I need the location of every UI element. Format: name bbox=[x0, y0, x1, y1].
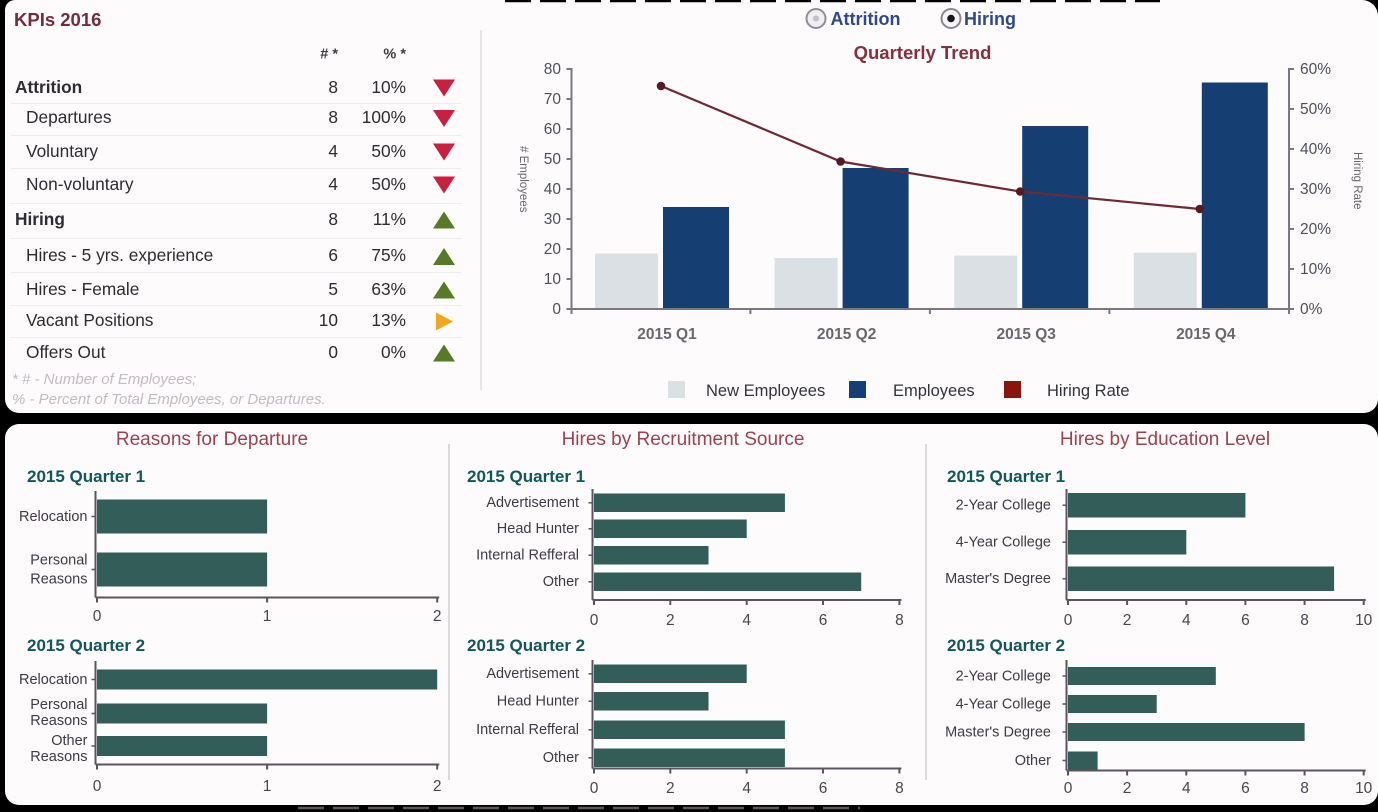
svg-text:Hiring Rate: Hiring Rate bbox=[1047, 382, 1130, 400]
svg-text:2015 Quarter 1: 2015 Quarter 1 bbox=[947, 467, 1065, 486]
svg-text:1: 1 bbox=[263, 778, 272, 795]
svg-text:Quarterly Trend: Quarterly Trend bbox=[854, 42, 992, 63]
svg-text:50%: 50% bbox=[1300, 101, 1331, 118]
svg-text:2-Year College: 2-Year College bbox=[956, 498, 1051, 514]
svg-text:Other: Other bbox=[1015, 753, 1051, 769]
svg-text:2: 2 bbox=[433, 608, 442, 625]
svg-text:70: 70 bbox=[544, 91, 562, 108]
svg-text:2-Year College: 2-Year College bbox=[956, 669, 1051, 685]
svg-text:2: 2 bbox=[433, 778, 442, 795]
svg-text:2015 Q3: 2015 Q3 bbox=[996, 326, 1056, 343]
svg-text:New Employees: New Employees bbox=[706, 382, 825, 400]
svg-text:30: 30 bbox=[544, 211, 562, 228]
svg-text:6: 6 bbox=[1241, 612, 1250, 629]
svg-text:1: 1 bbox=[263, 608, 272, 625]
svg-text:0: 0 bbox=[1064, 780, 1073, 797]
svg-text:8: 8 bbox=[895, 612, 904, 629]
svg-text:40%: 40% bbox=[1300, 141, 1331, 158]
svg-text:4-Year College: 4-Year College bbox=[956, 535, 1051, 551]
svg-text:Reasons: Reasons bbox=[30, 572, 87, 588]
svg-text:Hiring Rate: Hiring Rate bbox=[1351, 152, 1363, 210]
svg-text:Relocation: Relocation bbox=[19, 509, 88, 525]
svg-text:Hires by Recruitment Source: Hires by Recruitment Source bbox=[562, 429, 805, 450]
svg-text:0: 0 bbox=[552, 301, 561, 318]
svg-text:Relocation: Relocation bbox=[19, 672, 88, 688]
svg-text:2: 2 bbox=[666, 612, 675, 629]
svg-text:8: 8 bbox=[1300, 780, 1309, 797]
svg-text:2: 2 bbox=[666, 780, 675, 797]
svg-text:Other: Other bbox=[51, 733, 87, 749]
svg-text:# Employees: # Employees bbox=[517, 146, 529, 213]
svg-text:Other: Other bbox=[543, 750, 579, 766]
svg-text:2015 Q1: 2015 Q1 bbox=[637, 326, 697, 343]
svg-text:6: 6 bbox=[819, 780, 828, 797]
svg-text:0: 0 bbox=[93, 778, 102, 795]
svg-text:Hires by Education Level: Hires by Education Level bbox=[1060, 429, 1270, 450]
svg-text:10%: 10% bbox=[1300, 261, 1331, 278]
svg-text:Other: Other bbox=[543, 574, 579, 590]
svg-text:Advertisement: Advertisement bbox=[486, 666, 579, 682]
svg-text:20%: 20% bbox=[1300, 221, 1331, 238]
svg-text:Master's Degree: Master's Degree bbox=[945, 571, 1051, 587]
svg-text:Reasons for Departure: Reasons for Departure bbox=[116, 429, 308, 450]
svg-text:4: 4 bbox=[1182, 612, 1191, 629]
svg-text:80: 80 bbox=[544, 61, 562, 78]
svg-text:2015 Quarter 1: 2015 Quarter 1 bbox=[27, 467, 145, 486]
svg-text:2: 2 bbox=[1123, 612, 1132, 629]
svg-text:0: 0 bbox=[93, 608, 102, 625]
svg-text:0: 0 bbox=[590, 780, 599, 797]
svg-text:6: 6 bbox=[1241, 780, 1250, 797]
svg-text:4-Year College: 4-Year College bbox=[956, 697, 1051, 713]
svg-text:8: 8 bbox=[895, 780, 904, 797]
svg-text:0: 0 bbox=[1064, 612, 1073, 629]
svg-text:4: 4 bbox=[742, 780, 751, 797]
svg-text:4: 4 bbox=[1182, 780, 1191, 797]
svg-text:60%: 60% bbox=[1300, 61, 1331, 78]
svg-text:2015 Quarter 2: 2015 Quarter 2 bbox=[27, 636, 145, 655]
svg-text:30%: 30% bbox=[1300, 181, 1331, 198]
svg-text:50: 50 bbox=[544, 151, 562, 168]
svg-text:Internal Refferal: Internal Refferal bbox=[476, 722, 579, 738]
svg-text:2: 2 bbox=[1123, 780, 1132, 797]
svg-text:Master's Degree: Master's Degree bbox=[945, 725, 1051, 741]
svg-text:40: 40 bbox=[544, 181, 562, 198]
svg-text:2015 Q2: 2015 Q2 bbox=[817, 326, 876, 343]
svg-text:Attrition: Attrition bbox=[831, 9, 901, 29]
svg-text:Employees: Employees bbox=[893, 382, 975, 400]
svg-text:Head Hunter: Head Hunter bbox=[497, 694, 579, 710]
svg-text:Reasons: Reasons bbox=[30, 713, 87, 729]
svg-text:0%: 0% bbox=[1300, 301, 1323, 318]
svg-text:10: 10 bbox=[1355, 612, 1373, 629]
svg-text:Personal: Personal bbox=[30, 697, 87, 713]
svg-text:8: 8 bbox=[1300, 612, 1309, 629]
svg-text:Reasons: Reasons bbox=[30, 749, 87, 765]
svg-text:6: 6 bbox=[819, 612, 828, 629]
svg-text:2015 Quarter 2: 2015 Quarter 2 bbox=[467, 636, 585, 655]
svg-text:Head Hunter: Head Hunter bbox=[497, 521, 579, 537]
svg-text:10: 10 bbox=[544, 271, 562, 288]
svg-text:Personal: Personal bbox=[30, 553, 87, 569]
svg-text:4: 4 bbox=[742, 612, 751, 629]
svg-text:2015 Quarter 1: 2015 Quarter 1 bbox=[467, 467, 585, 486]
svg-text:2015 Quarter 2: 2015 Quarter 2 bbox=[947, 636, 1065, 655]
svg-text:Internal Refferal: Internal Refferal bbox=[476, 548, 579, 564]
svg-text:Hiring: Hiring bbox=[964, 9, 1016, 29]
svg-text:10: 10 bbox=[1355, 780, 1373, 797]
svg-text:0: 0 bbox=[590, 612, 599, 629]
svg-text:60: 60 bbox=[544, 121, 562, 138]
svg-text:2015 Q4: 2015 Q4 bbox=[1176, 326, 1236, 343]
svg-text:Advertisement: Advertisement bbox=[486, 495, 579, 511]
svg-text:20: 20 bbox=[544, 241, 562, 258]
